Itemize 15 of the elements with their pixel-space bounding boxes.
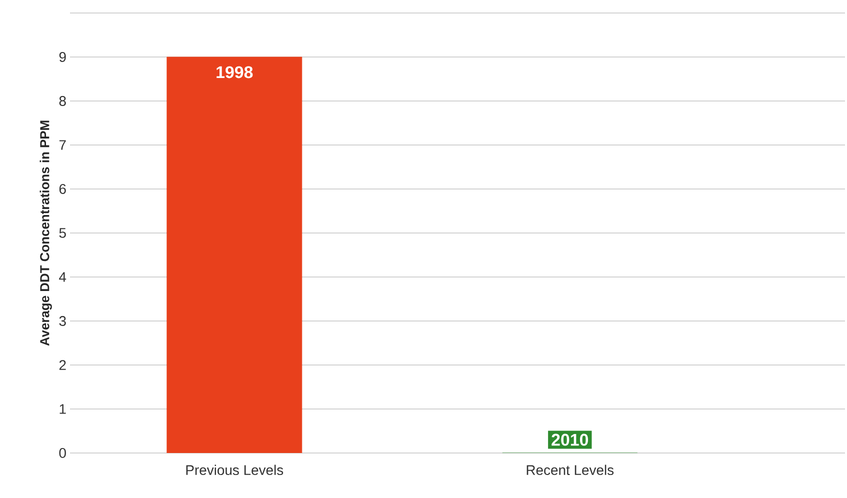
y-tick-label: 2: [59, 360, 66, 370]
y-axis-title: Average DDT Concentrations in PPM: [40, 120, 52, 346]
annotation: 2010: [552, 434, 588, 446]
y-tick-label: 7: [59, 140, 66, 150]
y-tick-label: 5: [59, 228, 66, 238]
x-tick-label: Recent Levels: [526, 464, 614, 476]
x-tick-label: Previous Levels: [186, 464, 284, 476]
y-tick-label: 0: [59, 448, 66, 458]
y-tick-label: 4: [59, 272, 66, 282]
y-tick-label: 3: [59, 316, 66, 326]
annotation: 1998: [216, 66, 253, 78]
y-tick-label: 8: [59, 96, 66, 106]
y-tick-label: 9: [59, 52, 66, 62]
y-tick-label: 1: [60, 404, 66, 414]
y-tick-label: 6: [59, 184, 66, 194]
